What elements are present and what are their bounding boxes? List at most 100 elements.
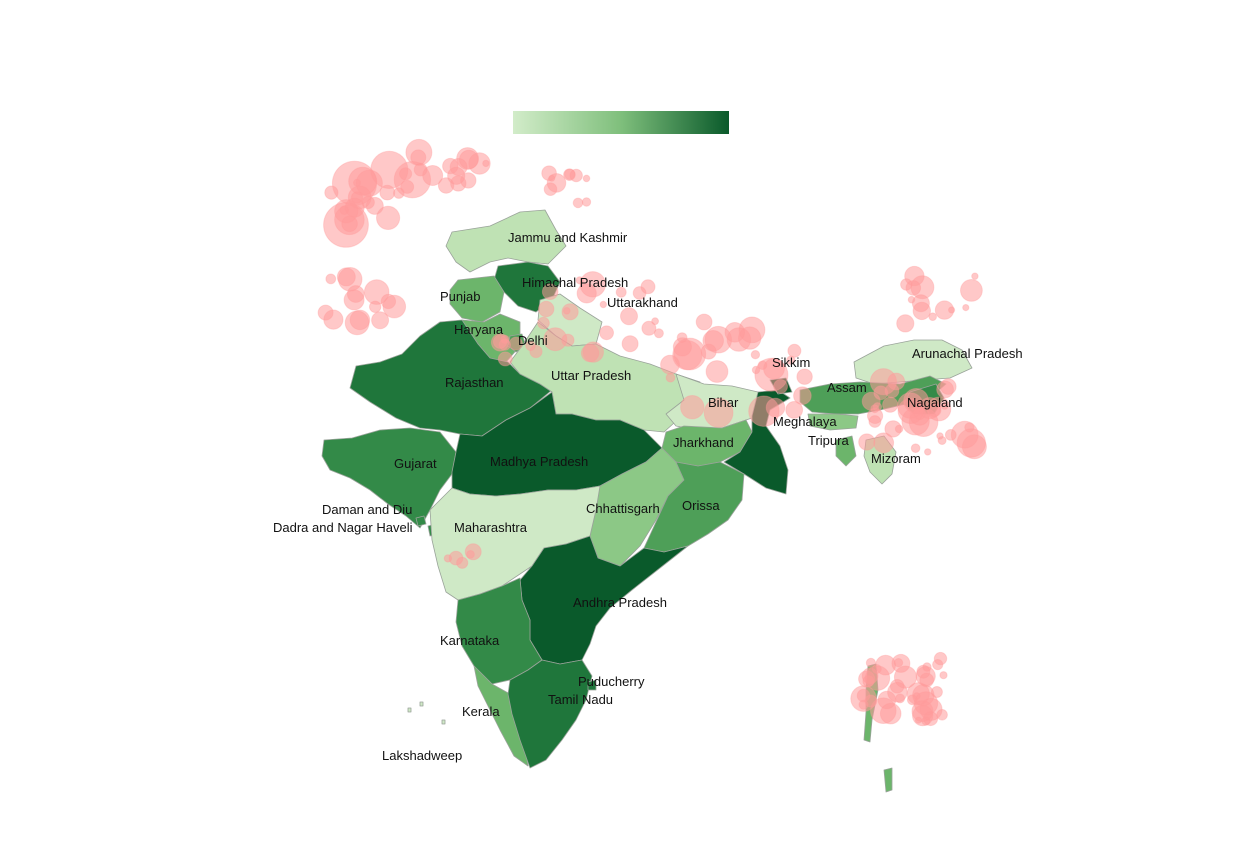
bubble-marker — [738, 326, 762, 350]
label-tripura: Tripura — [808, 433, 849, 448]
bubble-marker — [750, 350, 761, 360]
label-karnataka: Karnataka — [440, 633, 500, 648]
label-maharashtra: Maharashtra — [454, 520, 528, 535]
label-madhya-pradesh: Madhya Pradesh — [490, 454, 588, 469]
region-tripura[interactable] — [835, 435, 857, 467]
bubble-marker — [640, 279, 656, 295]
region-kerala[interactable] — [473, 665, 529, 767]
label-meghalaya: Meghalaya — [773, 414, 837, 429]
bubble-marker — [490, 333, 510, 352]
bubble-marker — [793, 386, 812, 406]
bubble-marker — [910, 443, 921, 454]
bubble-marker — [865, 657, 877, 669]
region-west-bengal[interactable] — [723, 389, 791, 495]
label-uttarakhand: Uttarakhand — [607, 295, 678, 310]
bubble-layer — [317, 138, 987, 727]
label-mizoram: Mizoram — [871, 451, 921, 466]
bubble-marker — [382, 294, 407, 319]
bubble-marker — [599, 300, 607, 309]
label-kerala: Kerala — [462, 704, 500, 719]
bubble-marker — [581, 197, 592, 207]
bubble-marker — [615, 286, 627, 298]
bubble-marker — [334, 199, 359, 224]
bubble-marker — [695, 313, 713, 331]
region-puducherry[interactable] — [587, 679, 597, 691]
bubble-marker — [569, 168, 583, 183]
bubble-marker — [748, 395, 780, 427]
bubble-marker — [861, 667, 879, 685]
bubble-marker — [787, 343, 802, 358]
bubble-marker — [672, 337, 693, 357]
label-punjab: Punjab — [440, 289, 480, 304]
bubble-marker — [939, 671, 948, 680]
label-uttar-pradesh: Uttar Pradesh — [551, 368, 631, 383]
bubble-marker — [344, 310, 370, 336]
region-tamil-nadu[interactable] — [507, 659, 593, 769]
bubble-marker — [751, 365, 761, 375]
bubble-marker — [924, 448, 932, 456]
label-puducherry: Puducherry — [578, 674, 645, 689]
bubble-marker — [948, 306, 956, 314]
label-himachal-pradesh: Himachal Pradesh — [522, 275, 628, 290]
bubble-marker — [950, 420, 979, 449]
bubble-marker — [703, 397, 734, 428]
bubble-marker — [971, 272, 979, 280]
bubble-marker — [884, 420, 902, 438]
bubble-marker — [482, 159, 490, 168]
label-sikkim: Sikkim — [772, 355, 810, 370]
label-tamil-nadu: Tamil Nadu — [548, 692, 613, 707]
bubble-marker — [576, 283, 597, 304]
label-jammu-and-kashmir: Jammu and Kashmir — [508, 230, 628, 245]
label-assam: Assam — [827, 380, 867, 395]
bubble-marker — [543, 327, 568, 352]
region-lakshadweep[interactable] — [407, 701, 446, 725]
bubble-marker — [796, 368, 813, 385]
bubble-marker — [893, 658, 904, 668]
bubble-marker — [580, 343, 600, 363]
label-andhra-pradesh: Andhra Pradesh — [573, 595, 667, 610]
label-jharkhand: Jharkhand — [673, 435, 734, 450]
bubble-marker — [365, 196, 384, 215]
label-haryana: Haryana — [454, 322, 504, 337]
bubble-marker — [918, 397, 942, 420]
bubble-marker — [350, 191, 364, 204]
bubble-marker — [641, 320, 657, 336]
bubble-marker — [464, 543, 482, 561]
bubble-marker — [858, 699, 869, 710]
bubble-marker — [379, 184, 396, 201]
bubble-marker — [858, 433, 876, 451]
region-jammu-and-kashmir[interactable] — [445, 209, 567, 273]
bubble-marker — [393, 161, 432, 199]
legend-colorbar — [513, 111, 729, 134]
legend-gradient — [513, 111, 729, 134]
label-lakshadweep: Lakshadweep — [382, 748, 462, 763]
bubble-marker — [324, 185, 339, 200]
bubble-marker — [911, 294, 930, 313]
bubble-marker — [928, 312, 938, 322]
bubble-marker — [443, 554, 453, 563]
label-chhattisgarh: Chhattisgarh — [586, 501, 660, 516]
bubble-marker — [323, 309, 344, 330]
bubble-marker — [508, 336, 523, 351]
bubble-marker — [705, 360, 729, 383]
bubble-marker — [940, 378, 957, 395]
label-dadra-and-nagar-haveli: Dadra and Nagar Haveli — [273, 520, 413, 535]
bubble-marker — [887, 372, 906, 391]
bubble-marker — [914, 716, 923, 724]
bubble-marker — [922, 662, 932, 672]
label-arunachal-pradesh: Arunachal Pradesh — [912, 346, 1023, 361]
bubble-marker — [575, 276, 584, 285]
bubble-marker — [376, 205, 401, 230]
region-orissa[interactable] — [643, 461, 745, 553]
region-daman-and-diu[interactable] — [415, 515, 427, 527]
state-labels: Jammu and Kashmir Himachal Pradesh Punja… — [273, 230, 1023, 763]
bubble-marker — [940, 402, 949, 410]
label-bihar: Bihar — [708, 395, 739, 410]
bubble-marker — [785, 401, 804, 419]
label-rajasthan: Rajasthan — [445, 375, 504, 390]
bubble-marker — [930, 686, 943, 698]
label-daman-and-diu: Daman and Diu — [322, 502, 412, 517]
region-meghalaya[interactable] — [807, 413, 859, 431]
bubble-marker — [410, 149, 427, 166]
